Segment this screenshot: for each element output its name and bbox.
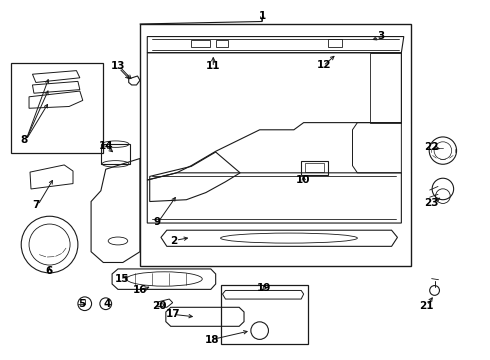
Text: 22: 22 xyxy=(424,142,439,152)
Text: 3: 3 xyxy=(377,31,385,41)
Text: 13: 13 xyxy=(111,61,125,71)
Text: 11: 11 xyxy=(206,61,220,71)
Text: 18: 18 xyxy=(204,334,219,345)
Text: 23: 23 xyxy=(424,198,439,208)
Bar xyxy=(191,40,210,47)
Text: 20: 20 xyxy=(152,301,167,311)
Text: 15: 15 xyxy=(115,274,129,284)
Bar xyxy=(11,63,103,153)
Text: 19: 19 xyxy=(256,283,271,293)
Text: 10: 10 xyxy=(295,175,310,185)
Text: 14: 14 xyxy=(98,141,113,151)
Text: 12: 12 xyxy=(317,59,331,69)
Bar xyxy=(216,40,228,47)
Text: 1: 1 xyxy=(259,11,266,21)
Text: 8: 8 xyxy=(21,135,28,145)
Bar xyxy=(101,144,130,164)
Text: 2: 2 xyxy=(171,236,178,246)
Text: 5: 5 xyxy=(78,299,85,309)
Text: 6: 6 xyxy=(45,266,52,276)
Bar xyxy=(305,163,324,172)
Text: 4: 4 xyxy=(103,299,111,309)
Bar xyxy=(328,40,342,47)
Bar xyxy=(301,161,328,175)
Text: 9: 9 xyxy=(153,217,161,227)
Text: 7: 7 xyxy=(32,200,40,210)
Bar xyxy=(220,285,308,344)
Text: 21: 21 xyxy=(419,301,434,311)
Text: 17: 17 xyxy=(165,310,180,319)
Text: 16: 16 xyxy=(133,285,147,296)
